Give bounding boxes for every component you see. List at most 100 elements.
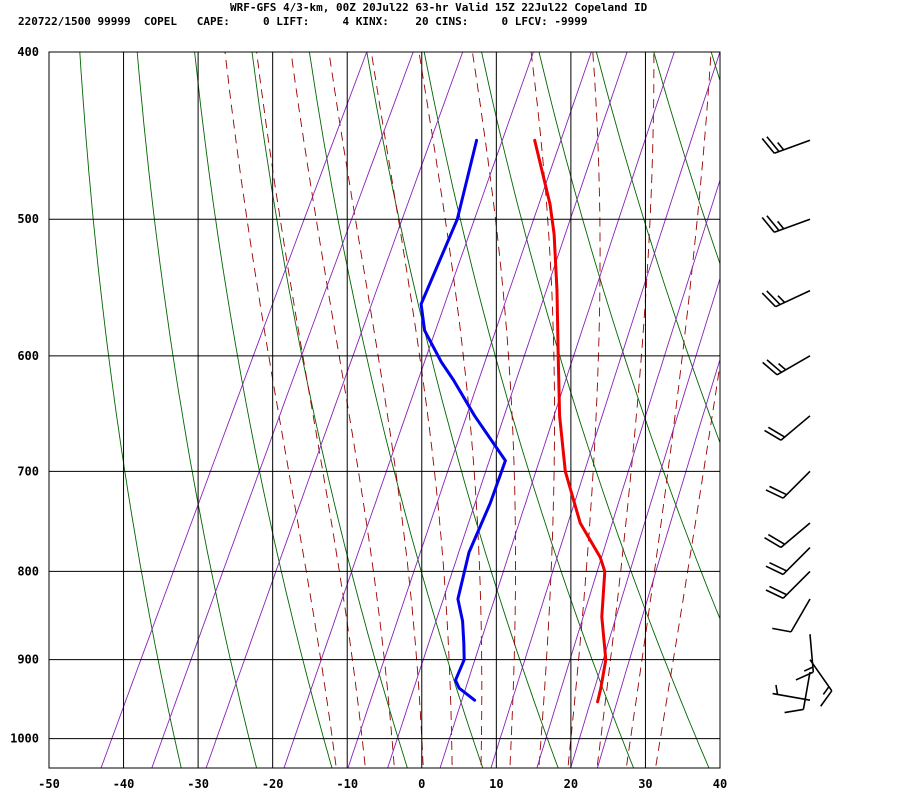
wind-barb-shaft xyxy=(772,692,811,701)
wind-barb xyxy=(765,547,811,576)
dry-adiabat xyxy=(595,52,720,445)
wind-barb-feather xyxy=(765,489,784,499)
wind-barb xyxy=(764,522,811,549)
wind-barb-shaft xyxy=(774,139,811,155)
dry-adiabat xyxy=(710,52,720,83)
wind-barb-feather xyxy=(769,561,788,572)
wind-barb-feather xyxy=(803,666,814,672)
wind-barb-feather xyxy=(765,589,784,599)
wind-barb-shaft xyxy=(780,522,811,549)
wind-barb-feather xyxy=(761,292,777,308)
wind-barb-feather xyxy=(764,429,782,441)
wind-barb xyxy=(772,598,811,633)
wind-barb-shaft xyxy=(782,570,811,599)
plot-frame xyxy=(48,51,721,769)
background-lines xyxy=(79,52,720,768)
wind-barb-shaft xyxy=(775,289,811,308)
x-tick-label: -10 xyxy=(336,777,358,791)
wind-barb-shaft xyxy=(780,415,811,441)
moist-adiabat xyxy=(471,52,516,768)
wind-barb xyxy=(795,634,815,681)
dry-adiabat xyxy=(423,52,635,768)
wind-barb xyxy=(761,136,811,155)
temperature-profile xyxy=(533,138,608,704)
wind-barb xyxy=(761,289,811,308)
wind-barb-shaft xyxy=(809,634,815,673)
wind-barb-feather xyxy=(769,585,788,596)
mixing-ratio-line xyxy=(570,276,720,768)
y-tick-label: 400 xyxy=(17,45,39,59)
y-tick-label: 800 xyxy=(17,564,39,578)
wind-barb-shaft xyxy=(802,671,811,710)
y-tick-label: 700 xyxy=(17,464,39,478)
wind-barb-feather xyxy=(777,141,785,151)
x-tick-labels: -50 -40 -30 -20 -10 0 10 20 30 40 xyxy=(38,777,727,791)
wind-barb xyxy=(765,470,811,499)
moist-adiabat xyxy=(530,52,555,768)
mixing-ratio-line xyxy=(100,52,368,768)
moist-adiabat xyxy=(625,52,712,768)
wind-barb-shaft xyxy=(782,470,811,499)
wind-barb-feather xyxy=(778,363,787,371)
wind-barb xyxy=(784,671,811,714)
dry-adiabat xyxy=(79,52,182,768)
mixing-ratio-line xyxy=(596,357,720,768)
x-tick-label: 10 xyxy=(489,777,503,791)
wind-barb-feather xyxy=(820,690,833,707)
wind-barb xyxy=(762,355,811,376)
wind-barb-shaft xyxy=(782,547,811,576)
wind-barbs xyxy=(761,136,833,714)
dry-adiabat xyxy=(136,52,258,768)
moist-adiabat xyxy=(567,52,601,768)
wind-barb xyxy=(809,659,833,707)
wind-barb-feather xyxy=(795,671,814,681)
wind-barb-feather xyxy=(784,708,804,714)
moist-adiabat xyxy=(224,52,337,768)
y-tick-label: 500 xyxy=(17,212,39,226)
moist-adiabat xyxy=(328,52,424,768)
wind-barb-feather xyxy=(764,537,782,549)
wind-barb xyxy=(761,215,811,233)
wind-barb-feather xyxy=(766,215,780,232)
moist-adiabat xyxy=(655,361,720,768)
chart-title: WRF-GFS 4/3-km, 00Z 20Jul22 63-hr Valid … xyxy=(230,1,648,14)
moist-adiabat xyxy=(290,52,395,768)
mixing-ratio-line xyxy=(490,52,720,768)
x-tick-label: -30 xyxy=(187,777,209,791)
grid xyxy=(48,51,721,768)
x-tick-label: 20 xyxy=(564,777,578,791)
wind-barb-feather xyxy=(766,136,780,153)
dewpoint-profile xyxy=(419,138,507,702)
wind-barb-feather xyxy=(766,359,782,373)
y-tick-label: 600 xyxy=(17,349,39,363)
x-tick-label: -40 xyxy=(113,777,135,791)
moist-adiabat xyxy=(256,52,366,768)
wind-barb xyxy=(772,684,811,701)
wind-barb-shaft xyxy=(774,218,811,233)
y-tick-label: 1000 xyxy=(10,732,39,746)
profiles xyxy=(419,138,608,704)
wind-barb-feather xyxy=(766,290,781,306)
y-tick-label: 900 xyxy=(17,653,39,667)
wind-barb-feather xyxy=(822,686,830,695)
y-tick-labels: 400 500 600 700 800 900 1000 xyxy=(10,45,39,746)
x-tick-label: 30 xyxy=(638,777,652,791)
x-tick-label: -50 xyxy=(38,777,60,791)
wind-barb-feather xyxy=(769,485,788,496)
dry-adiabat xyxy=(653,52,720,266)
wind-barb-feather xyxy=(772,627,792,633)
wind-barb-feather xyxy=(765,565,784,576)
wind-barb-feather xyxy=(767,426,786,438)
wind-barb-shaft xyxy=(790,598,811,633)
x-tick-label: -20 xyxy=(262,777,284,791)
wind-barb-feather xyxy=(777,220,785,230)
x-tick-label: 40 xyxy=(713,777,727,791)
mixing-ratio-line xyxy=(536,178,720,768)
wind-barb-shaft xyxy=(809,659,833,692)
wind-barb-feather xyxy=(761,137,775,154)
mixing-ratio-line xyxy=(151,52,414,768)
wind-barb-feather xyxy=(775,684,779,695)
wind-barb-feather xyxy=(777,295,786,304)
wind-barb-feather xyxy=(767,533,786,545)
